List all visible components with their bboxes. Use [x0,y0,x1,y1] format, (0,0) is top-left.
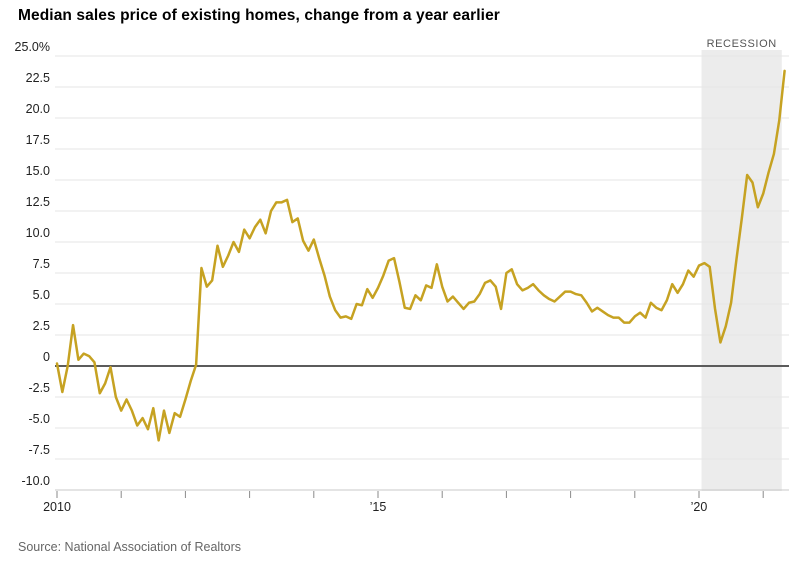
recession-band [701,50,782,491]
y-tick-label: 12.5 [26,195,50,209]
y-tick-label: 25.0% [15,40,50,54]
x-tick-label: ’20 [691,500,708,514]
y-tick-label: -10.0 [22,474,51,488]
y-tick-label: 10.0 [26,226,50,240]
y-tick-label: 20.0 [26,102,50,116]
source-note: Source: National Association of Realtors [18,540,242,554]
y-tick-label: 17.5 [26,133,50,147]
price-yoy-line [55,69,786,442]
y-tick-label: 7.5 [33,257,50,271]
y-tick-label: 2.5 [33,319,50,333]
y-tick-label: 22.5 [26,71,50,85]
y-tick-label: -7.5 [28,443,50,457]
y-tick-label: 5.0 [33,288,50,302]
y-tick-label: 15.0 [26,164,50,178]
y-tick-label: -2.5 [28,381,50,395]
y-tick-label: -5.0 [28,412,50,426]
x-tick-label: ’15 [370,500,387,514]
recession-label: RECESSION [707,38,777,50]
x-tick-label: 2010 [43,500,71,514]
chart-title: Median sales price of existing homes, ch… [18,7,500,24]
y-tick-label: 0 [43,350,50,364]
